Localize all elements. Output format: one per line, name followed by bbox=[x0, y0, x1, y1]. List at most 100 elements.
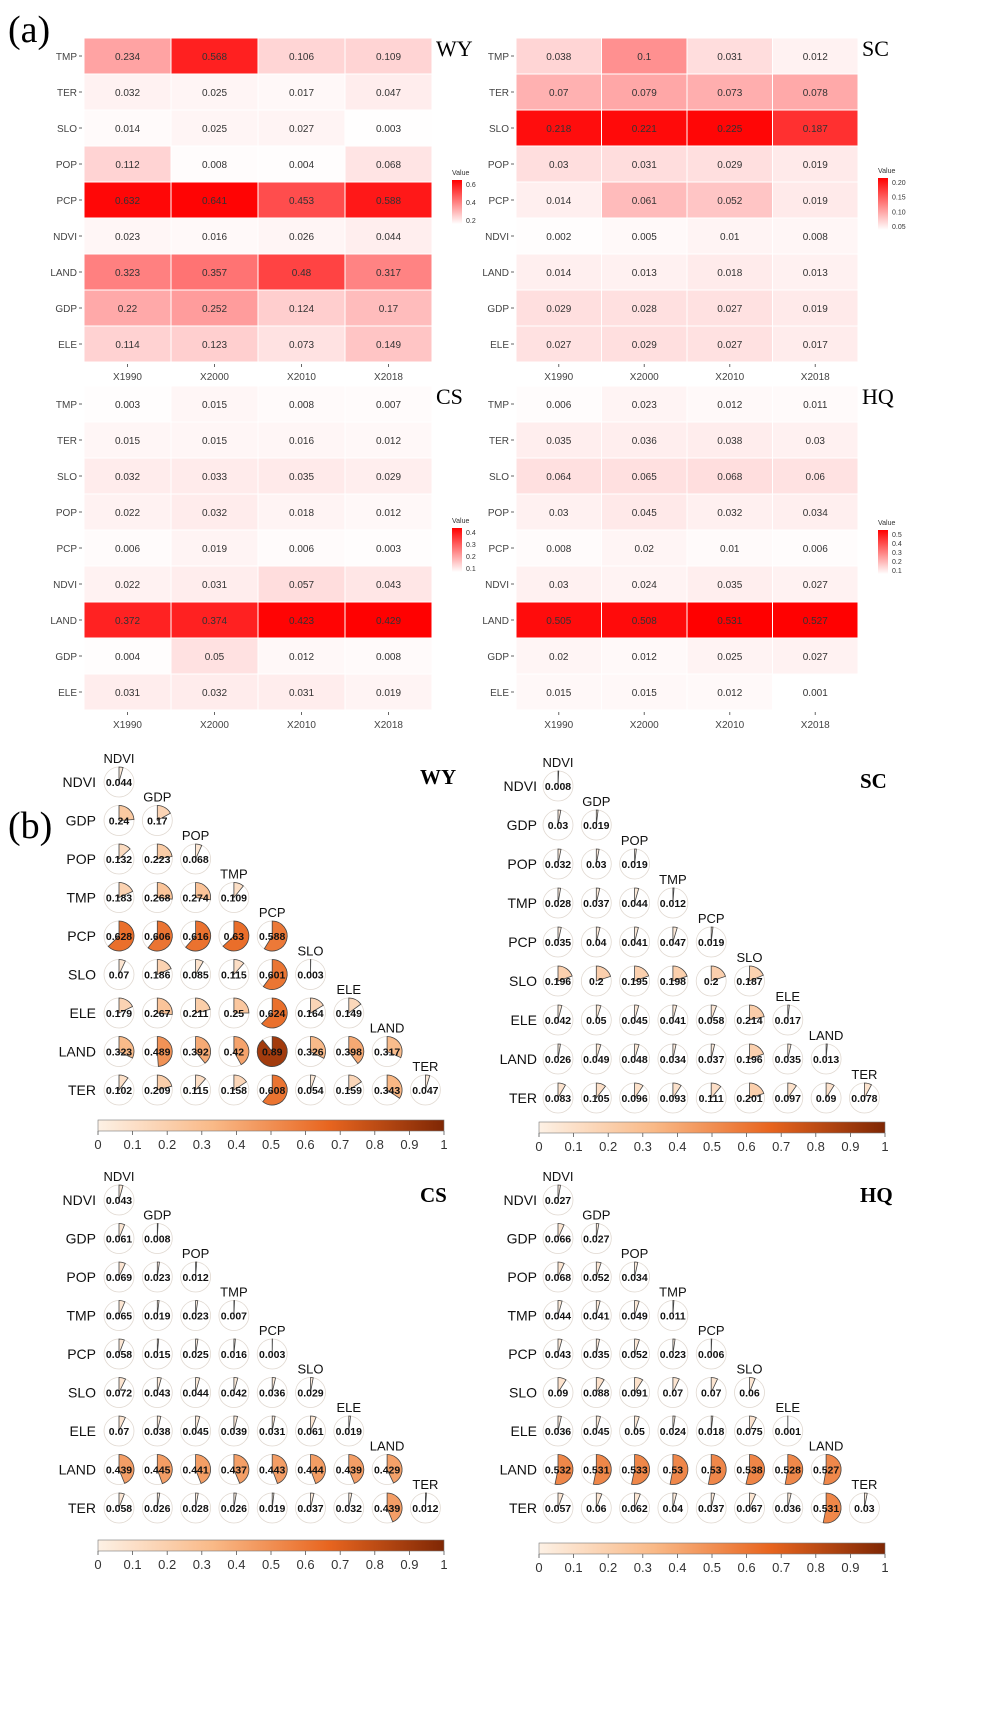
pie-value-label: 0.038 bbox=[144, 1426, 170, 1438]
pie-value-label: 0.097 bbox=[775, 1093, 801, 1105]
heatmap-cell bbox=[601, 637, 688, 675]
pie-value-label: 0.048 bbox=[621, 1054, 647, 1066]
pie-slice bbox=[271, 1454, 288, 1485]
pie-value-label: 0.023 bbox=[144, 1272, 170, 1284]
heatmap-row-label: GDP bbox=[487, 304, 509, 315]
pie-row-label: NDVI bbox=[504, 1192, 537, 1208]
heatmap-cell bbox=[686, 73, 773, 111]
heatmap-cell-label: 0.372 bbox=[115, 616, 140, 627]
pie-slice bbox=[710, 1043, 716, 1060]
pie-value-label: 0.201 bbox=[736, 1093, 762, 1105]
pie-value-label: 0.031 bbox=[259, 1426, 285, 1438]
pie-value-label: 0.041 bbox=[583, 1311, 609, 1323]
pie-value-label: 0.528 bbox=[775, 1465, 801, 1477]
heatmap-cell-label: 0.008 bbox=[289, 400, 314, 411]
heatmap-cell-label: 0.109 bbox=[376, 52, 401, 63]
pie-col-label: NDVI bbox=[542, 755, 573, 770]
heatmap-col-label: X2010 bbox=[287, 372, 316, 383]
pie-value-label: 0.102 bbox=[106, 1085, 132, 1097]
pie-value-label: 0.037 bbox=[297, 1503, 323, 1515]
pie-value-label: 0.42 bbox=[224, 1047, 245, 1059]
pie-value-label: 0.53 bbox=[663, 1465, 684, 1477]
heatmap-cell-label: 0.013 bbox=[632, 268, 657, 279]
pie-slice bbox=[595, 1300, 601, 1316]
pie-slice bbox=[118, 1074, 129, 1092]
pie-col-label: LAND bbox=[370, 1439, 405, 1454]
heatmap-legend-tick: 0.4 bbox=[466, 530, 476, 537]
heatmap-cell bbox=[257, 253, 346, 291]
pie-slice bbox=[825, 1082, 835, 1100]
pie-slice bbox=[825, 1043, 828, 1060]
pie-value-label: 0.027 bbox=[545, 1195, 571, 1207]
pie-slice bbox=[156, 997, 173, 1016]
pie-value-label: 0.067 bbox=[736, 1503, 762, 1515]
pie-slice bbox=[118, 805, 135, 821]
heatmap-cell-label: 0.025 bbox=[202, 124, 227, 135]
heatmap-row-label: LAND bbox=[50, 268, 77, 279]
heatmap-cell-label: 0.065 bbox=[632, 472, 657, 483]
heatmap-cell bbox=[515, 673, 602, 711]
pie-colorbar-label: 0.8 bbox=[807, 1560, 825, 1575]
pie-value-label: 0.195 bbox=[621, 976, 647, 988]
pie-colorbar-label: 0.7 bbox=[772, 1139, 790, 1154]
heatmap-cell-label: 0.187 bbox=[803, 124, 828, 135]
pie-slice bbox=[156, 1454, 173, 1485]
pie-colorbar-label: 0.4 bbox=[668, 1560, 686, 1575]
heatmap-cell bbox=[515, 109, 602, 147]
heatmap-row-label: SLO bbox=[57, 472, 77, 483]
pie-slice bbox=[262, 959, 288, 990]
heatmap-cell bbox=[83, 493, 172, 531]
pie-value-label: 0.533 bbox=[621, 1465, 647, 1477]
heatmap-row-label: PCP bbox=[56, 196, 77, 207]
pie-colorbar-label: 0.9 bbox=[400, 1137, 418, 1152]
pie-value-label: 0.323 bbox=[106, 1047, 132, 1059]
pie-slice bbox=[595, 1004, 602, 1021]
heatmap-cell-label: 0.079 bbox=[632, 88, 657, 99]
pie-col-label: NDVI bbox=[542, 1169, 573, 1184]
heatmap-cell-label: 0.029 bbox=[632, 340, 657, 351]
pie-value-label: 0.028 bbox=[545, 898, 571, 910]
heatmap-cell bbox=[257, 37, 346, 75]
heatmap-row-label: SLO bbox=[57, 124, 77, 135]
heatmap-cell-label: 0.01 bbox=[720, 544, 740, 555]
heatmap-legend-tick: 0.5 bbox=[892, 532, 902, 539]
pie-slice bbox=[634, 1415, 640, 1432]
pie-colorbar-label: 0.2 bbox=[158, 1557, 176, 1572]
pie-value-label: 0.588 bbox=[259, 931, 285, 943]
pie-colorbar-label: 1 bbox=[440, 1557, 447, 1572]
pie-value-label: 0.049 bbox=[583, 1054, 609, 1066]
heatmap-cell bbox=[83, 181, 172, 219]
pie-slice bbox=[557, 809, 562, 826]
pie-colorbar-label: 0 bbox=[94, 1557, 101, 1572]
pie-value-label: 0.03 bbox=[548, 820, 569, 832]
pie-slice bbox=[195, 1338, 199, 1355]
pie-value-label: 0.049 bbox=[621, 1311, 647, 1323]
pie-value-label: 0.037 bbox=[698, 1503, 724, 1515]
pie-slice bbox=[595, 1261, 602, 1278]
pie-row-label: POP bbox=[507, 856, 537, 872]
pie-slice bbox=[787, 1492, 792, 1509]
pie-slice bbox=[310, 1036, 326, 1059]
heatmap-cell bbox=[83, 457, 172, 495]
heatmap-cs: 0.003 0.015 0.008 0.007 0.015 0.015 0.016 0.012… bbox=[50, 384, 476, 731]
heatmap-cell bbox=[515, 421, 602, 459]
pie-value-label: 0.187 bbox=[736, 976, 762, 988]
heatmap-cell bbox=[170, 565, 259, 603]
pie-col-label: TMP bbox=[659, 872, 686, 887]
heatmap-cell bbox=[601, 145, 688, 183]
heatmap-cell bbox=[515, 37, 602, 75]
pie-value-label: 0.023 bbox=[660, 1349, 686, 1361]
heatmap-cell-label: 0.019 bbox=[803, 160, 828, 171]
pie-row-label: SLO bbox=[68, 1385, 96, 1401]
pie-value-label: 0.032 bbox=[336, 1503, 362, 1515]
pie-slice bbox=[595, 1043, 602, 1060]
heatmap-cell bbox=[344, 109, 433, 147]
pie-slice bbox=[107, 920, 135, 952]
pie-value-label: 0.2 bbox=[589, 976, 604, 988]
heatmap-cell bbox=[257, 457, 346, 495]
heatmap-cell-label: 0.027 bbox=[803, 580, 828, 591]
pie-slice bbox=[256, 1036, 288, 1067]
pie-value-label: 0.083 bbox=[545, 1093, 571, 1105]
heatmap-cell bbox=[772, 73, 859, 111]
pie-value-label: 0.034 bbox=[660, 1054, 686, 1066]
